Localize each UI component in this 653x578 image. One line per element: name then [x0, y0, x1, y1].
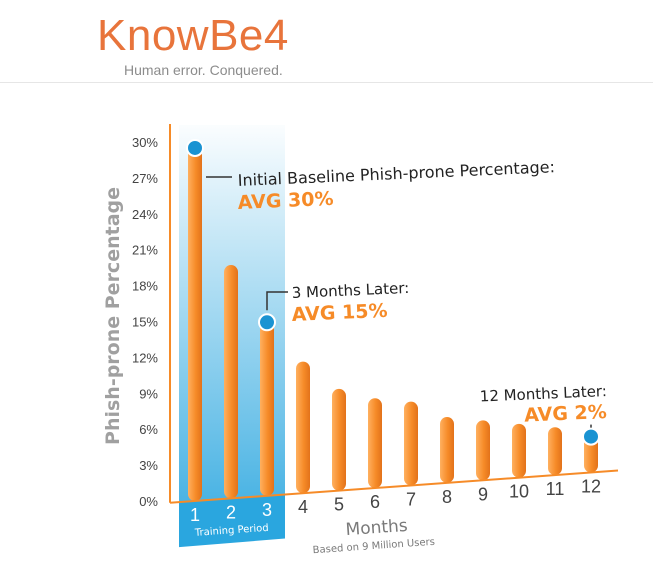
y-tick-label: 24%: [132, 207, 158, 222]
bar-month-9: [476, 420, 490, 481]
x-tick-label: 12: [581, 476, 601, 496]
x-tick-label: 1: [190, 505, 200, 525]
annotation-marker: [258, 313, 276, 332]
x-tick-label: 4: [298, 497, 308, 517]
x-tick-label: 2: [226, 502, 236, 522]
bar-month-6: [368, 398, 382, 489]
annotation-label: 12 Months Later:: [479, 382, 607, 406]
x-tick-label: 10: [509, 482, 529, 502]
bar-month-12: [584, 436, 598, 473]
bar-month-8: [440, 417, 454, 483]
x-tick-label: 8: [442, 487, 452, 507]
y-tick-label: 18%: [132, 279, 158, 294]
annotation-marker: [186, 138, 204, 157]
annotation-label: 3 Months Later:: [291, 279, 409, 302]
y-tick-label: 21%: [132, 243, 158, 258]
y-tick-label: 3%: [139, 458, 158, 473]
training-period-label: Training Period: [194, 523, 269, 539]
x-axis-title: Months: [345, 516, 409, 540]
header-divider: [0, 82, 653, 83]
bar-month-1: [188, 147, 202, 501]
x-tick-label: 6: [370, 492, 380, 512]
y-tick-label: 15%: [132, 315, 158, 330]
x-tick-label: 9: [478, 484, 488, 504]
x-axis-subtitle: Based on 9 Million Users: [312, 537, 435, 557]
x-axis-line: [169, 469, 619, 504]
y-tick-label: 27%: [132, 171, 158, 186]
annotation-avg: AVG 2%: [524, 401, 607, 427]
x-tick-label: 5: [334, 495, 344, 515]
annotation-leader: [266, 291, 288, 311]
bar-month-2: [224, 265, 238, 499]
bar-month-3: [260, 322, 274, 496]
y-axis-title: Phish-prone Percentage: [102, 187, 124, 445]
annotation-avg: AVG 15%: [291, 300, 388, 326]
y-tick-label: 6%: [139, 422, 158, 437]
brand-tagline: Human error. Conquered.: [124, 62, 283, 78]
x-tick-label: 3: [262, 500, 272, 520]
y-tick-label: 30%: [132, 135, 158, 150]
bar-month-10: [512, 423, 526, 478]
annotation-avg: AVG 30%: [237, 188, 334, 214]
y-tick-label: 12%: [132, 350, 158, 365]
annotation-marker: [582, 427, 600, 446]
y-tick-label: 0%: [139, 494, 158, 509]
bar-month-11: [548, 427, 562, 476]
bar-month-5: [332, 388, 346, 491]
bar-month-4: [296, 361, 310, 494]
x-tick-label: 11: [546, 479, 565, 499]
annotation-label: Initial Baseline Phish-prone Percentage:: [237, 157, 555, 190]
bar-month-7: [404, 401, 418, 486]
brand-logo: KnowBe4: [97, 11, 289, 60]
training-period-footer: [179, 494, 285, 548]
y-tick-label: 9%: [139, 386, 158, 401]
x-tick-label: 7: [406, 489, 416, 509]
